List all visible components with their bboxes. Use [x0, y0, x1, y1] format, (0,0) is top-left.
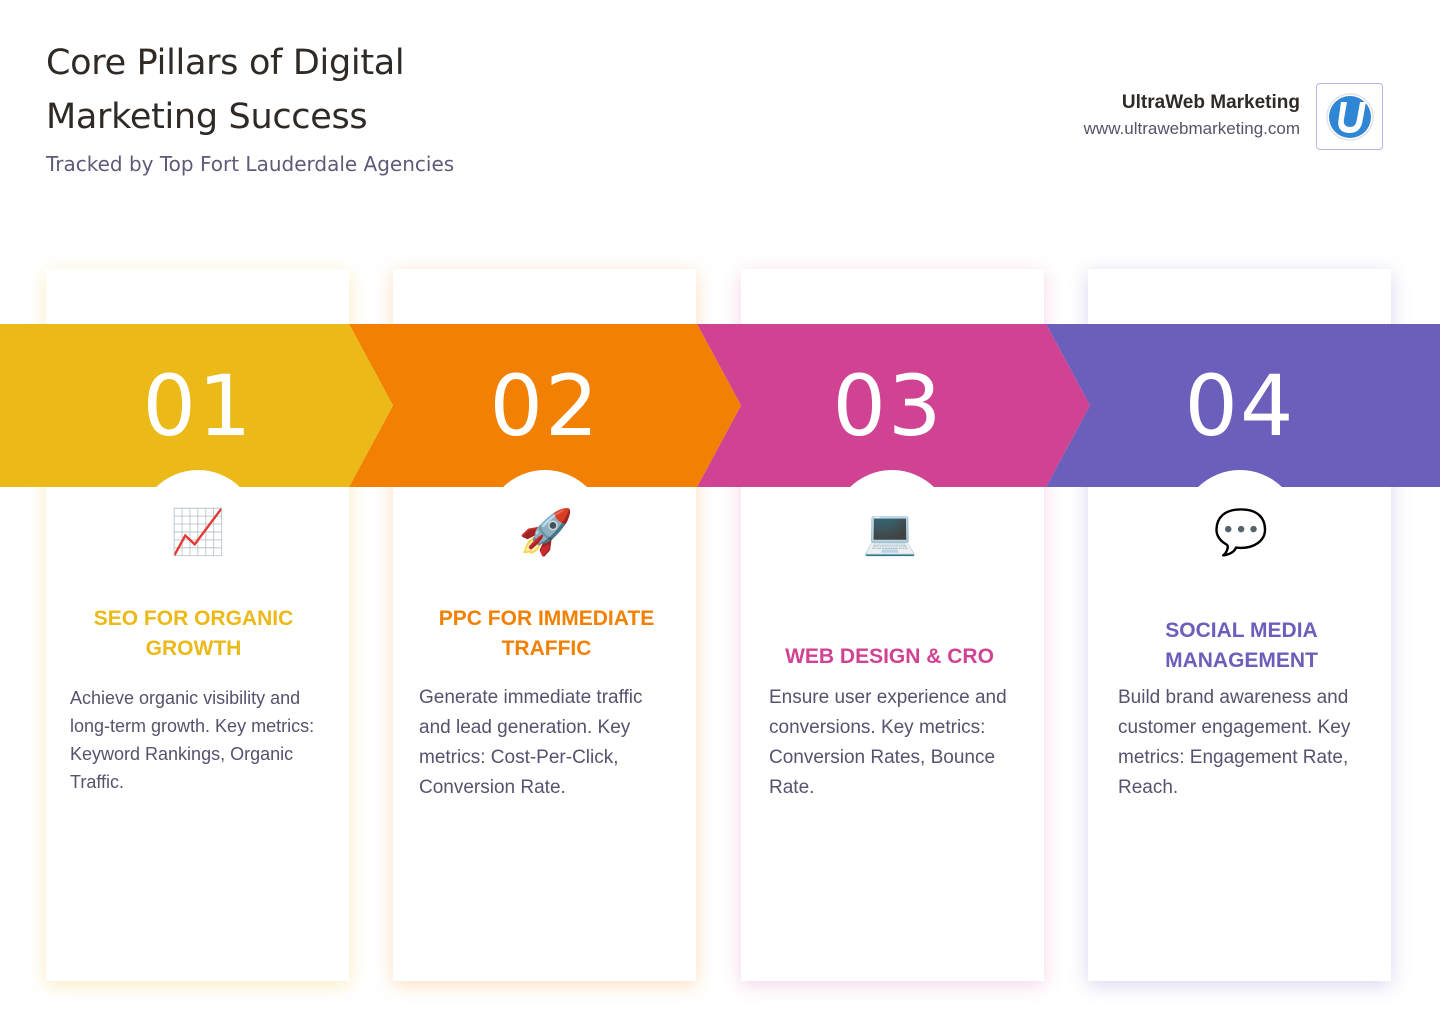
step-number-02: 02	[489, 356, 601, 455]
brand-url[interactable]: www.ultrawebmarketing.com	[1083, 119, 1300, 138]
brand-logo[interactable]	[1316, 83, 1383, 150]
icon-dome-04	[1180, 470, 1300, 487]
pillar-heading-seo: SEO FOR ORGANIC GROWTH	[93, 607, 294, 660]
step-arrow-02	[349, 324, 741, 487]
pillar-description-web-design: Ensure user experience and conversions. …	[769, 687, 1007, 798]
pillar-heading-web-design: WEB DESIGN & CRO	[785, 645, 994, 668]
step-number-04: 04	[1184, 356, 1296, 455]
step-number-03: 03	[832, 356, 944, 455]
step-number-01: 01	[142, 356, 254, 455]
step-arrow-03	[697, 324, 1090, 487]
pillar-description-seo: Achieve organic visibility and long-term…	[70, 688, 315, 792]
step-arrow-04	[1046, 324, 1440, 487]
rocket-icon: 🚀	[518, 508, 574, 557]
icon-dome-03	[832, 470, 952, 487]
brand-name: UltraWeb Marketing	[1121, 92, 1300, 113]
chart-increasing-icon: 📈	[170, 508, 226, 557]
pillar-heading-ppc: PPC FOR IMMEDIATE TRAFFIC	[438, 607, 655, 660]
brand-block: UltraWeb Marketing www.ultrawebmarketing…	[1084, 90, 1300, 142]
step-banner	[0, 324, 1440, 487]
pillar-description-ppc: Generate immediate traffic and lead gene…	[419, 687, 643, 798]
speech-bubble-icon: 💬	[1213, 508, 1269, 557]
page-subtitle: Tracked by Top Fort Lauderdale Agencies	[46, 152, 455, 176]
icon-dome-01	[138, 470, 258, 487]
ultraweb-logo-icon	[1325, 92, 1374, 141]
pillar-description-social-media: Build brand awareness and customer engag…	[1118, 687, 1351, 798]
pillar-heading-social-media: SOCIAL MEDIA MANAGEMENT	[1165, 619, 1318, 672]
step-arrow-01	[0, 324, 393, 487]
icon-dome-02	[485, 470, 605, 487]
laptop-icon: 💻	[862, 508, 918, 557]
page-title: Core Pillars of Digital Marketing Succes…	[46, 43, 405, 137]
